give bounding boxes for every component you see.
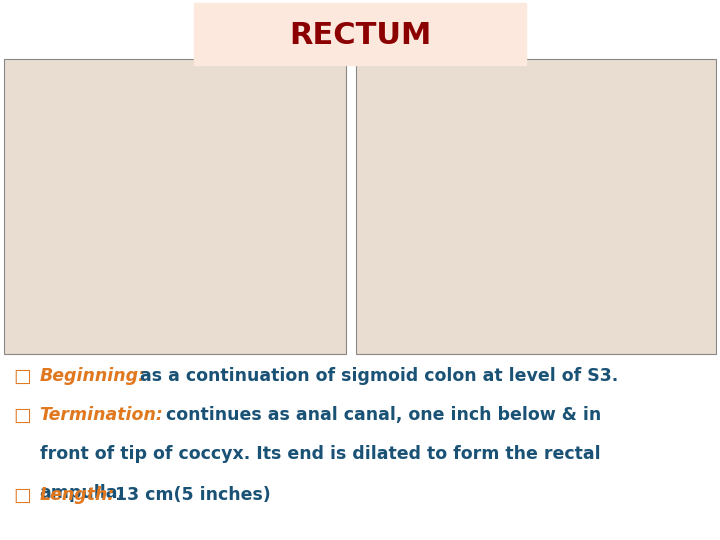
Bar bbox=[194, 3, 526, 65]
Text: Beginning:: Beginning: bbox=[40, 367, 145, 385]
Text: continues as anal canal, one inch below & in: continues as anal canal, one inch below … bbox=[166, 406, 601, 424]
Text: front of tip of coccyx. Its end is dilated to form the rectal: front of tip of coccyx. Its end is dilat… bbox=[40, 445, 600, 463]
Text: 13 cm(5 inches): 13 cm(5 inches) bbox=[115, 486, 271, 504]
Text: as a continuation of sigmoid colon at level of S3.: as a continuation of sigmoid colon at le… bbox=[140, 367, 618, 385]
Text: ampulla.: ampulla. bbox=[40, 484, 125, 502]
Text: □: □ bbox=[13, 486, 31, 505]
Text: □: □ bbox=[13, 406, 31, 425]
Bar bbox=[356, 59, 716, 354]
Text: □: □ bbox=[13, 367, 31, 386]
Bar bbox=[4, 59, 346, 354]
Text: Termination:: Termination: bbox=[40, 406, 163, 424]
Text: RECTUM: RECTUM bbox=[289, 21, 431, 50]
Text: Length:: Length: bbox=[40, 486, 115, 504]
